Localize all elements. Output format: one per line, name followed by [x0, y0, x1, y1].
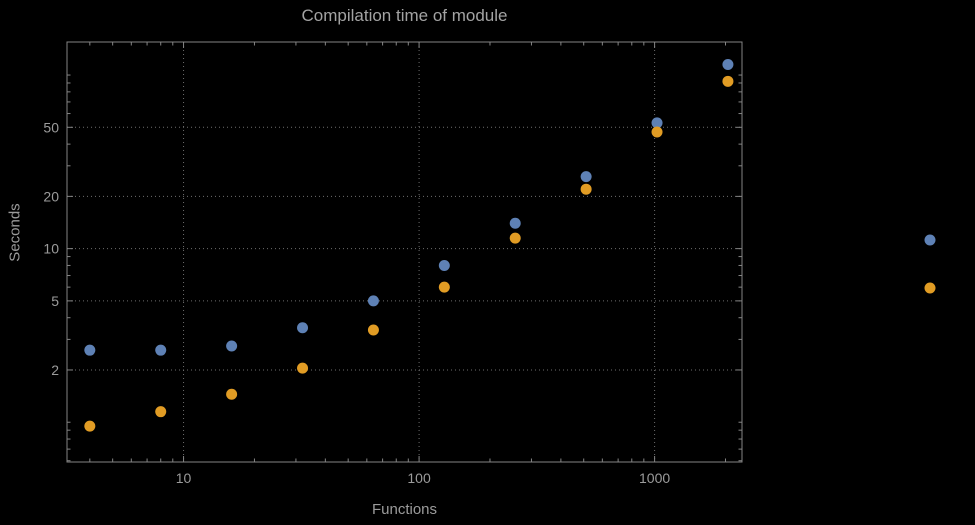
y-tick-label: 5 — [51, 293, 59, 309]
chart-title: Compilation time of module — [301, 6, 508, 25]
data-point-series-orange — [155, 406, 167, 418]
data-point-series-orange — [84, 420, 96, 432]
y-tick-label: 50 — [43, 119, 59, 135]
x-tick-label: 1000 — [639, 470, 670, 486]
y-tick-label: 10 — [43, 241, 59, 257]
data-point-series-blue — [580, 171, 592, 183]
data-point-series-blue — [226, 340, 238, 352]
data-point-series-orange — [509, 232, 521, 244]
data-point-series-blue — [155, 344, 167, 356]
data-point-series-orange — [580, 183, 592, 195]
legend-marker — [924, 234, 936, 246]
data-point-series-orange — [722, 75, 734, 87]
x-axis-label: Functions — [371, 501, 438, 518]
data-point-series-blue — [722, 59, 734, 71]
x-tick-label: 100 — [407, 470, 431, 486]
data-point-series-blue — [651, 117, 663, 129]
data-point-series-blue — [438, 259, 450, 271]
y-tick-label: 2 — [51, 362, 59, 378]
data-point-series-blue — [84, 344, 96, 356]
data-point-series-blue — [367, 295, 379, 307]
data-point-series-orange — [226, 388, 238, 400]
x-tick-label: 10 — [176, 470, 192, 486]
data-point-series-orange — [367, 324, 379, 336]
data-point-series-orange — [297, 362, 309, 374]
legend-marker — [924, 282, 936, 294]
plot-frame — [66, 41, 743, 463]
data-point-series-blue — [509, 217, 521, 229]
data-point-series-orange — [651, 126, 663, 138]
data-point-series-orange — [438, 281, 450, 293]
y-tick-label: 20 — [43, 188, 59, 204]
data-point-series-blue — [297, 322, 309, 334]
